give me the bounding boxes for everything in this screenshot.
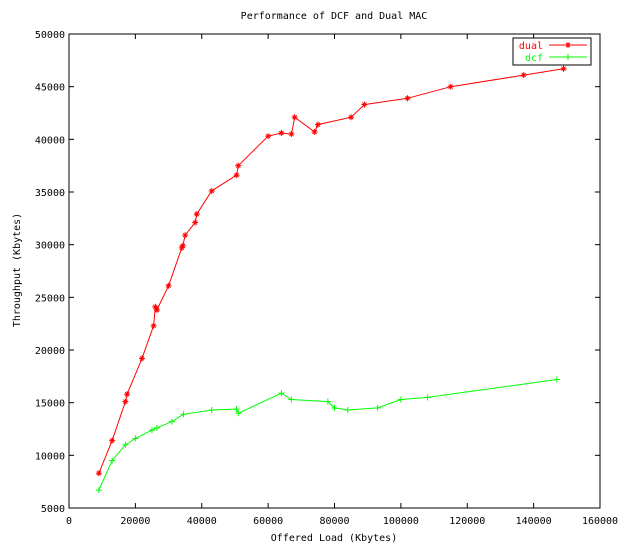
- y-tick-label: 45000: [35, 83, 65, 94]
- data-point-dual: [265, 133, 272, 140]
- data-point-dcf: [208, 407, 215, 414]
- data-point-dual: [235, 162, 242, 169]
- data-point-dual: [124, 391, 131, 398]
- y-axis-label: Throughput (Kbytes): [12, 213, 23, 327]
- y-tick-label: 50000: [35, 30, 65, 41]
- legend-marker-dcf: [565, 54, 571, 60]
- x-tick-label: 60000: [253, 516, 283, 527]
- chart-title: Performance of DCF and Dual MAC: [241, 11, 428, 22]
- series-layer: [95, 65, 567, 494]
- data-point-dcf: [374, 404, 381, 411]
- data-point-dual: [109, 437, 116, 444]
- data-point-dual: [278, 130, 285, 137]
- data-point-dual: [208, 187, 215, 194]
- legend-box: [512, 37, 592, 66]
- data-point-dual: [192, 219, 199, 226]
- data-point-dual: [314, 121, 321, 128]
- x-axis-label: Offered Load (Kbytes): [271, 533, 397, 544]
- data-point-dual: [291, 114, 298, 121]
- data-point-dual: [153, 306, 160, 313]
- y-tick-label: 35000: [35, 188, 65, 199]
- data-point-dual: [311, 128, 318, 135]
- data-point-dcf: [132, 435, 139, 442]
- data-point-dual: [233, 172, 240, 179]
- series-line-dual: [98, 68, 564, 474]
- data-point-dual: [150, 322, 157, 329]
- data-point-dcf: [424, 394, 431, 401]
- data-point-dual: [95, 470, 102, 477]
- series-dual: [95, 65, 567, 477]
- data-point-dcf: [278, 390, 285, 397]
- x-tick-label: 80000: [319, 516, 349, 527]
- data-point-dcf: [233, 405, 240, 412]
- data-point-dcf: [553, 376, 560, 383]
- data-point-dcf: [180, 411, 187, 418]
- x-tick-label: 120000: [449, 516, 485, 527]
- legend-label-dual: dual: [519, 41, 543, 52]
- x-tick-label: 0: [66, 516, 72, 527]
- data-point-dcf: [324, 398, 331, 405]
- data-point-dual: [193, 211, 200, 218]
- data-point-dcf: [148, 427, 155, 434]
- data-point-dcf: [109, 457, 116, 464]
- data-point-dcf: [397, 396, 404, 403]
- data-point-dcf: [288, 396, 295, 403]
- data-point-dual: [348, 114, 355, 121]
- legend-marker-dual: [565, 42, 571, 48]
- data-point-dcf: [235, 410, 242, 417]
- data-point-dcf: [168, 418, 175, 425]
- y-tick-label: 40000: [35, 135, 65, 146]
- data-point-dcf: [122, 441, 129, 448]
- data-point-dual: [520, 72, 527, 79]
- x-tick-label: 100000: [383, 516, 419, 527]
- y-tick-label: 30000: [35, 241, 65, 252]
- data-point-dual: [122, 398, 129, 405]
- x-tick-label: 40000: [187, 516, 217, 527]
- y-tick-label: 5000: [41, 504, 65, 515]
- data-point-dcf: [95, 487, 102, 494]
- data-point-dual: [288, 131, 295, 138]
- data-point-dcf: [331, 404, 338, 411]
- y-tick-label: 25000: [35, 293, 65, 304]
- data-point-dual: [182, 232, 189, 239]
- axis-ticks: 0 20000 40000 60000 80000 100000 120000 140000 1…: [35, 30, 618, 527]
- data-point-dual: [139, 355, 146, 362]
- legend: dual dcf: [512, 37, 592, 66]
- plot-area: [68, 33, 601, 509]
- y-tick-label: 15000: [35, 399, 65, 410]
- data-point-dcf: [153, 424, 160, 431]
- y-tick-label: 10000: [35, 451, 65, 462]
- y-tick-label: 20000: [35, 346, 65, 357]
- data-point-dual: [404, 95, 411, 102]
- data-point-dual: [165, 282, 172, 289]
- data-point-dual: [179, 242, 186, 249]
- x-tick-label: 160000: [582, 516, 618, 527]
- legend-label-dcf: dcf: [525, 53, 543, 64]
- x-tick-label: 140000: [516, 516, 552, 527]
- data-point-dual: [560, 65, 567, 72]
- series-dcf: [95, 376, 560, 494]
- data-point-dual: [361, 101, 368, 108]
- x-tick-label: 20000: [120, 516, 150, 527]
- data-point-dcf: [344, 407, 351, 414]
- data-point-dual: [447, 83, 454, 90]
- series-line-dcf: [98, 379, 557, 491]
